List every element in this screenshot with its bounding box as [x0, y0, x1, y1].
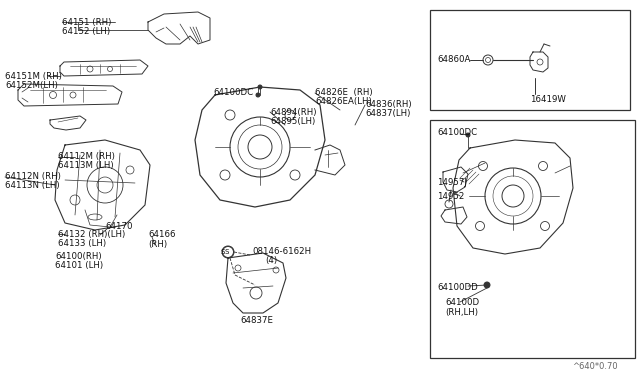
Circle shape: [258, 85, 262, 89]
Text: 64836(RH): 64836(RH): [365, 100, 412, 109]
Circle shape: [256, 93, 260, 97]
Text: 64152M(LH): 64152M(LH): [5, 81, 58, 90]
Text: 64860A: 64860A: [437, 55, 470, 64]
Text: 64132 (RH)(LH): 64132 (RH)(LH): [58, 230, 125, 239]
Text: ^640*0.70: ^640*0.70: [572, 362, 618, 371]
Text: 64113N (LH): 64113N (LH): [5, 181, 60, 190]
Text: 64152 (LH): 64152 (LH): [62, 27, 110, 36]
Text: 64112M (RH): 64112M (RH): [58, 152, 115, 161]
Text: 64113M (LH): 64113M (LH): [58, 161, 114, 170]
Text: 16419W: 16419W: [530, 95, 566, 104]
Circle shape: [466, 133, 470, 137]
Text: 64100D
(RH,LH): 64100D (RH,LH): [445, 298, 479, 317]
Text: 64100DC: 64100DC: [213, 88, 253, 97]
Text: 64166
(RH): 64166 (RH): [148, 230, 175, 249]
Text: 64837(LH): 64837(LH): [365, 109, 410, 118]
Bar: [430, 10, 630, 110]
Text: 64826EA(LH): 64826EA(LH): [315, 97, 372, 106]
Bar: [430, 120, 635, 358]
Text: 64100DD: 64100DD: [437, 283, 477, 292]
Text: 64895(LH): 64895(LH): [270, 117, 316, 126]
Text: 64151 (RH): 64151 (RH): [62, 18, 111, 27]
Text: 64100(RH): 64100(RH): [55, 252, 102, 261]
Text: 14957J: 14957J: [437, 178, 467, 187]
Text: 64133 (LH): 64133 (LH): [58, 239, 106, 248]
Text: S: S: [221, 249, 225, 255]
Text: 64837E: 64837E: [240, 316, 273, 325]
Text: 64100DC: 64100DC: [437, 128, 477, 137]
Text: 64170: 64170: [105, 222, 132, 231]
Circle shape: [484, 282, 490, 288]
Text: 64894(RH): 64894(RH): [270, 108, 317, 117]
Text: (4): (4): [265, 256, 277, 265]
Text: 08146-6162H: 08146-6162H: [252, 247, 311, 256]
Text: 14952: 14952: [437, 192, 465, 201]
Text: S: S: [225, 249, 229, 255]
Text: 64101 (LH): 64101 (LH): [55, 261, 103, 270]
Text: 64151M (RH): 64151M (RH): [5, 72, 62, 81]
Text: 64826E  (RH): 64826E (RH): [315, 88, 372, 97]
Text: 64112N (RH): 64112N (RH): [5, 172, 61, 181]
